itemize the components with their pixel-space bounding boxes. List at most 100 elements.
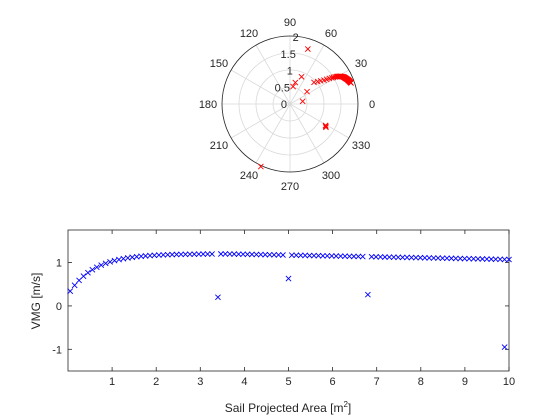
vmg-point	[435, 255, 442, 262]
vmg-point	[381, 254, 388, 260]
polar-point	[257, 163, 264, 170]
x-tick-label: 3	[197, 376, 203, 388]
x-tick-label: 5	[285, 376, 291, 388]
polar-r-label: 2	[293, 32, 299, 44]
vmg-point	[448, 255, 455, 262]
polar-chart: 0 30 60 90 120 150 180 210 240 270 300 330 0 0.5 1 1.5…	[199, 17, 375, 193]
polar-theta-label: 300	[322, 170, 340, 182]
vmg-point	[386, 254, 393, 261]
polar-theta-label: 0	[369, 99, 375, 111]
x-tick-label: 7	[374, 376, 380, 388]
vmg-point	[302, 252, 309, 259]
vmg-point	[98, 262, 105, 269]
x-tick-label: 6	[330, 376, 336, 388]
vmg-point	[470, 255, 477, 262]
vmg-point	[147, 252, 153, 259]
polar-grid	[221, 35, 359, 173]
polar-theta-label: 330	[352, 140, 370, 152]
vmg-point	[111, 257, 118, 264]
vmg-point	[315, 252, 322, 259]
vmg-outlier-point	[285, 275, 292, 282]
vmg-point	[324, 252, 331, 259]
polar-grid-spoke	[289, 103, 350, 139]
vmg-point	[444, 255, 450, 262]
vmg-point	[452, 255, 459, 262]
vmg-point	[506, 256, 512, 263]
vmg-point	[80, 273, 87, 280]
vmg-point	[439, 255, 446, 262]
vmg-point	[297, 252, 304, 259]
vmg-point	[355, 253, 362, 260]
vmg-point	[191, 251, 198, 258]
vmg-point	[249, 251, 255, 258]
vmg-point	[195, 251, 202, 258]
y-tick-label: 1	[56, 258, 62, 270]
x-axis-label: Sail Projected Area [m2]	[225, 400, 352, 415]
vmg-point	[222, 251, 229, 257]
vmg-point	[426, 254, 433, 261]
vmg-point	[457, 255, 464, 262]
vmg-point	[280, 252, 286, 258]
vmg-point	[266, 251, 273, 258]
vmg-point	[240, 251, 246, 258]
vmg-point	[271, 251, 278, 258]
polar-point	[304, 88, 310, 95]
polar-point	[322, 123, 329, 130]
vmg-point	[377, 254, 384, 260]
x-tick-label: 2	[153, 376, 159, 388]
vmg-point	[155, 252, 162, 259]
polar-point	[345, 77, 352, 84]
y-axis-label: VMG [m/s]	[29, 273, 43, 330]
vmg-point	[368, 253, 375, 260]
polar-theta-label: 150	[210, 58, 228, 70]
vmg-point	[262, 251, 269, 258]
vmg-point	[497, 256, 504, 263]
polar-outer-ring	[221, 35, 359, 173]
vmg-point	[102, 260, 109, 267]
vmg-chart: 1 2 3 4 5 6 7 8 9 10 -1 0 1 Sail Projected Area [m2]…	[29, 229, 515, 415]
polar-theta-label: 90	[284, 17, 296, 29]
polar-r-label: 0.5	[275, 82, 290, 94]
vmg-point	[116, 256, 122, 263]
vmg-point	[67, 288, 74, 295]
polar-grid-spoke	[289, 103, 325, 164]
vmg-point	[173, 251, 180, 258]
polar-points	[257, 46, 354, 170]
vmg-point	[306, 252, 313, 259]
polar-theta-label: 120	[240, 28, 258, 40]
x-tick-label: 1	[109, 376, 115, 388]
polar-r-label: 0	[281, 99, 287, 111]
vmg-point	[350, 253, 357, 260]
polar-grid-spoke	[230, 103, 291, 139]
vmg-point	[417, 254, 424, 261]
polar-point	[292, 79, 299, 86]
vmg-point	[483, 256, 490, 262]
polar-r-labels: 0 0.5 1 1.5 2	[275, 32, 299, 111]
vmg-point	[151, 252, 158, 259]
vmg-point	[492, 256, 499, 263]
vmg-outlier-point	[501, 344, 508, 351]
vmg-point	[186, 251, 193, 258]
vmg-point	[342, 253, 348, 260]
y-tick-label: 0	[56, 301, 62, 313]
vmg-point	[93, 264, 100, 271]
polar-point	[322, 122, 329, 129]
polar-point	[323, 124, 329, 131]
x-tick-label: 8	[418, 376, 424, 388]
vmg-point	[275, 251, 282, 258]
vmg-point	[373, 253, 379, 260]
polar-point	[328, 74, 335, 81]
polar-point	[299, 98, 306, 105]
vmg-point	[395, 254, 402, 261]
vmg-point	[89, 266, 96, 273]
vmg-point	[404, 254, 410, 261]
polar-r-label: 1.5	[281, 49, 296, 61]
vmg-points	[67, 251, 512, 351]
polar-theta-label: 270	[281, 181, 299, 193]
polar-r-label: 1	[287, 66, 293, 78]
vmg-point	[169, 251, 176, 258]
vmg-point	[164, 251, 171, 258]
vmg-point	[71, 282, 78, 289]
vmg-outlier-point	[364, 291, 371, 298]
